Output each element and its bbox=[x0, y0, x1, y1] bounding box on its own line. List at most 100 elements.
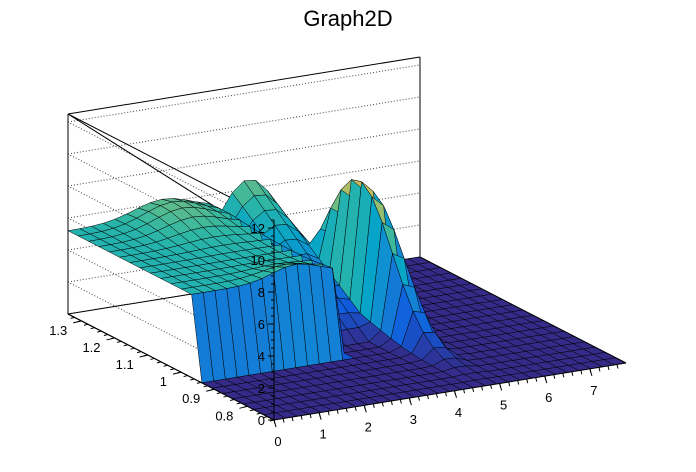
y-axis-minor-tick bbox=[210, 388, 215, 391]
chart-title: Graph2D bbox=[303, 6, 392, 31]
y-tick-label: 1.1 bbox=[116, 357, 134, 372]
x-tick-label: 2 bbox=[365, 419, 372, 434]
x-axis-minor-tick bbox=[318, 412, 321, 417]
y-axis-line bbox=[67, 313, 275, 421]
x-axis-minor-tick bbox=[454, 390, 456, 395]
y-axis-minor-tick bbox=[249, 409, 255, 412]
z-gridline-back bbox=[67, 128, 421, 187]
x-axis-minor-tick bbox=[363, 405, 366, 410]
x-axis-minor-tick bbox=[390, 400, 393, 406]
x-axis-minor-tick bbox=[526, 378, 529, 384]
y-axis-minor-tick bbox=[243, 405, 248, 408]
x-axis-minor-tick bbox=[481, 386, 484, 391]
y-tick-label: 1.2 bbox=[82, 340, 100, 355]
y-axis-minor-tick bbox=[163, 364, 168, 367]
x-tick-label: 0 bbox=[274, 434, 281, 449]
x-tick-label: 1 bbox=[320, 427, 327, 442]
y-axis-minor-tick bbox=[190, 378, 195, 381]
x-tick-label: 5 bbox=[500, 397, 507, 412]
x-axis-minor-tick bbox=[372, 403, 375, 409]
y-axis-minor-tick bbox=[203, 385, 208, 388]
x-axis-minor-tick bbox=[463, 389, 466, 394]
x-axis-minor-tick bbox=[508, 381, 511, 387]
x-axis-minor-tick bbox=[571, 371, 574, 376]
y-tick-label: 0.9 bbox=[182, 391, 200, 406]
y-axis-minor-tick bbox=[136, 351, 142, 354]
x-axis-minor-tick bbox=[345, 408, 348, 413]
z-gridline-back bbox=[67, 160, 421, 219]
x-axis-minor-tick bbox=[282, 418, 285, 423]
x-axis-minor-tick bbox=[445, 392, 447, 397]
y-tick-label: 0.8 bbox=[215, 408, 233, 423]
x-axis-minor-tick bbox=[408, 397, 411, 403]
y-axis-minor-tick bbox=[103, 334, 108, 337]
z-tick-label: 8 bbox=[258, 285, 265, 300]
x-axis-minor-tick bbox=[499, 383, 502, 388]
y-axis-minor-tick bbox=[196, 381, 202, 384]
x-axis-minor-tick bbox=[598, 367, 601, 372]
y-axis-minor-tick bbox=[256, 412, 261, 415]
x-axis-minor-tick bbox=[544, 376, 547, 381]
x-axis-minor-tick bbox=[399, 399, 402, 404]
y-axis-minor-tick bbox=[77, 320, 82, 323]
box-edge bbox=[273, 362, 627, 421]
y-axis-minor-tick bbox=[130, 347, 135, 350]
z-tick-label: 2 bbox=[258, 381, 265, 396]
z-tick-label: 12 bbox=[251, 221, 265, 236]
z-gridline-back bbox=[67, 96, 421, 155]
x-axis-minor-tick bbox=[607, 365, 610, 371]
y-axis-minor-tick bbox=[170, 368, 175, 371]
x-axis-minor-tick bbox=[291, 416, 294, 422]
x-axis-minor-tick bbox=[562, 373, 565, 378]
x-axis-minor-tick bbox=[300, 415, 303, 420]
x-axis-minor-tick bbox=[327, 411, 330, 416]
z-gridline-back bbox=[67, 64, 421, 123]
x-axis-minor-tick bbox=[517, 380, 520, 385]
x-tick-label: 7 bbox=[590, 383, 597, 398]
y-axis-minor-tick bbox=[223, 395, 228, 398]
y-axis-minor-tick bbox=[176, 371, 182, 374]
y-tick-label: 1.3 bbox=[49, 323, 67, 338]
surface-mesh bbox=[67, 178, 627, 421]
y-axis-minor-tick bbox=[83, 323, 89, 326]
x-axis-minor-tick bbox=[472, 387, 475, 392]
x-axis-minor-tick bbox=[309, 414, 312, 419]
x-axis-minor-tick bbox=[580, 370, 583, 375]
y-axis-minor-tick bbox=[236, 402, 241, 405]
x-tick-label: 4 bbox=[455, 405, 462, 420]
x-tick-label: 3 bbox=[410, 412, 417, 427]
x-axis-minor-tick bbox=[490, 384, 493, 390]
z-tick-label: 10 bbox=[251, 253, 265, 268]
z-tick-label: 6 bbox=[258, 317, 265, 332]
x-axis-minor-tick bbox=[553, 374, 556, 379]
y-tick-label: 1 bbox=[160, 374, 167, 389]
y-axis-minor-tick bbox=[150, 357, 155, 360]
y-axis-minor-tick bbox=[269, 419, 275, 422]
y-axis-minor-tick bbox=[90, 327, 95, 330]
x-axis-minor-tick bbox=[426, 395, 429, 400]
y-axis-minor-tick bbox=[143, 354, 148, 357]
y-axis-minor-tick bbox=[230, 398, 235, 401]
x-axis-minor-tick bbox=[381, 402, 384, 407]
x-axis-minor-tick bbox=[273, 419, 276, 425]
plot-box-front bbox=[273, 220, 627, 421]
x-tick-label: 6 bbox=[545, 390, 552, 405]
x-axis-minor-tick bbox=[435, 393, 438, 398]
x-axis-minor-tick bbox=[589, 368, 592, 373]
z-tick-label: 0 bbox=[258, 413, 265, 428]
y-axis-minor-tick bbox=[123, 344, 128, 347]
box-edge bbox=[67, 56, 421, 115]
y-axis-minor-tick bbox=[97, 330, 102, 333]
x-axis-minor-tick bbox=[354, 406, 357, 411]
x-axis-minor-tick bbox=[535, 377, 538, 382]
x-axis-minor-tick bbox=[336, 409, 339, 414]
y-axis-minor-tick bbox=[216, 392, 221, 395]
y-axis-minor-tick bbox=[183, 375, 188, 378]
y-axis-minor-tick bbox=[110, 337, 115, 340]
y-axis-minor-tick bbox=[117, 340, 122, 343]
z-tick-label: 4 bbox=[258, 349, 265, 364]
y-axis-minor-tick bbox=[70, 316, 75, 319]
y-axis-minor-tick bbox=[156, 361, 162, 364]
